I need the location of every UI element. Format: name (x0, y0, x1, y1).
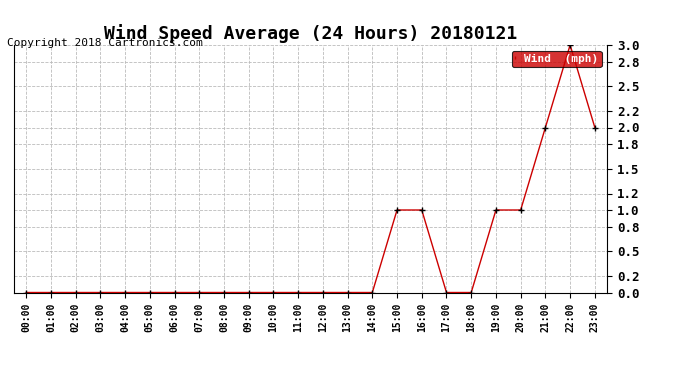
Text: Copyright 2018 Cartronics.com: Copyright 2018 Cartronics.com (7, 38, 203, 48)
Legend: Wind  (mph): Wind (mph) (512, 51, 602, 67)
Title: Wind Speed Average (24 Hours) 20180121: Wind Speed Average (24 Hours) 20180121 (104, 24, 517, 44)
